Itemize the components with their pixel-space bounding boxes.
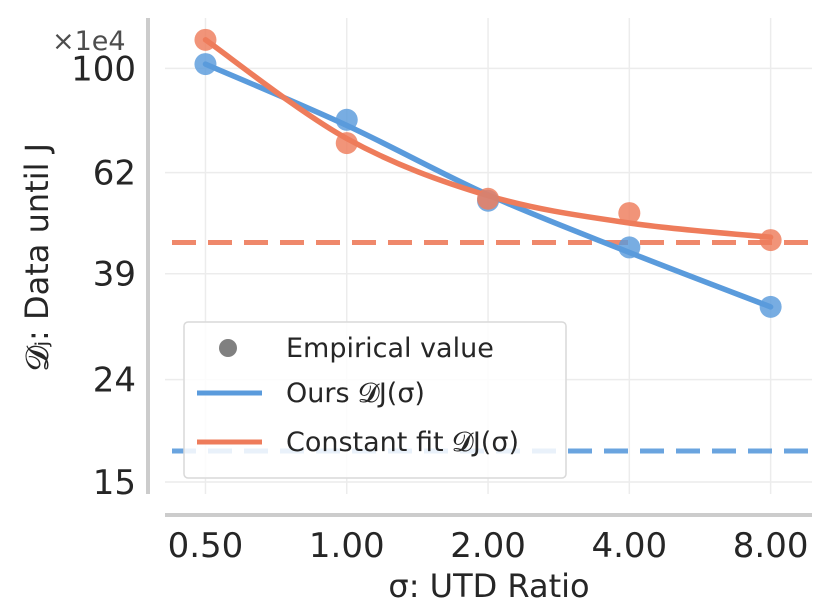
ours-empirical-point — [759, 295, 782, 318]
legend: Empirical value Ours 𝓓J(σ) Constant fit … — [183, 321, 567, 479]
y-tick-labels: 15 24 39 62 100 — [71, 49, 136, 503]
y-tick-label: 39 — [93, 255, 136, 295]
constant-empirical-point — [618, 202, 641, 225]
legend-ours-label: Ours 𝓓J(σ) — [286, 378, 425, 409]
y-axis-title: 𝓓ⱼ: Data until J — [18, 143, 56, 371]
x-tick-label: 2.00 — [450, 526, 526, 566]
legend-constant-label: Constant fit 𝓓J(σ) — [286, 427, 519, 458]
y-tick-label: 62 — [93, 154, 136, 194]
empirical-points — [194, 28, 782, 318]
x-tick-label: 0.50 — [168, 526, 244, 566]
x-axis-title: σ: UTD Ratio — [388, 567, 589, 605]
legend-empirical-label: Empirical value — [286, 333, 494, 364]
y-multiplier: ×1e4 — [52, 26, 126, 57]
ours-empirical-point — [335, 108, 358, 131]
legend-box — [183, 321, 567, 479]
y-tick-label: 15 — [93, 463, 136, 503]
legend-empirical-marker — [219, 339, 237, 357]
ours-empirical-point — [194, 53, 217, 76]
y-tick-label: 24 — [93, 361, 136, 401]
constant-empirical-point — [759, 229, 782, 252]
y-tick-label: 100 — [71, 49, 136, 89]
x-tick-labels: 0.50 1.00 2.00 4.00 8.00 — [168, 526, 809, 566]
x-tick-label: 4.00 — [591, 526, 667, 566]
x-tick-label: 8.00 — [733, 526, 809, 566]
constant-empirical-point — [477, 187, 500, 210]
ours-empirical-point — [618, 236, 641, 259]
constant-empirical-point — [335, 132, 358, 155]
x-tick-label: 1.00 — [309, 526, 385, 566]
constant-empirical-point — [194, 28, 217, 51]
